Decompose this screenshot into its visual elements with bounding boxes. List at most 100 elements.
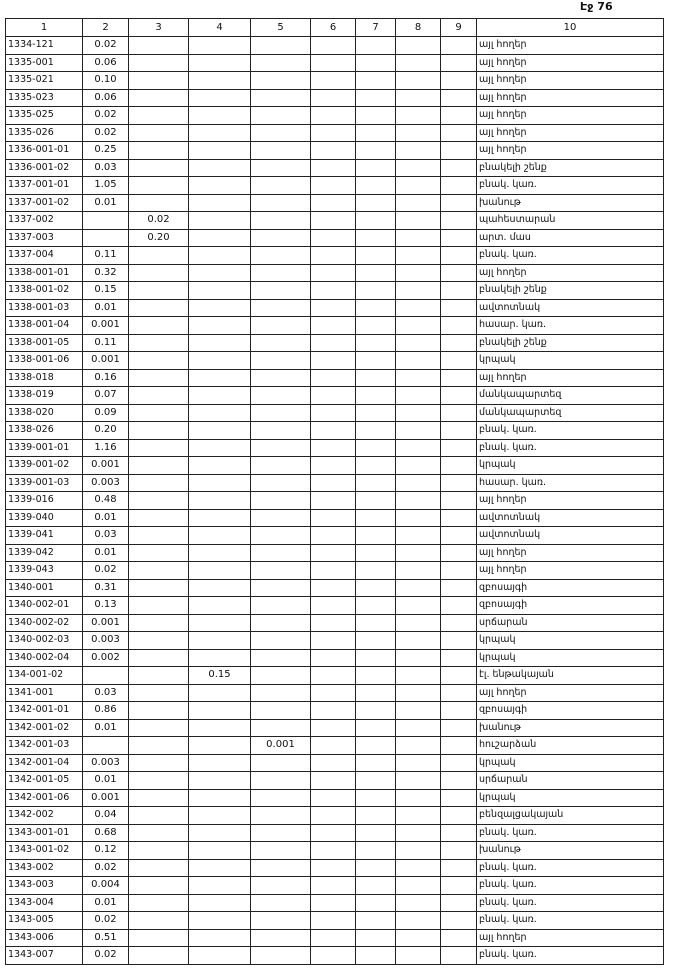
table-cell: 1338-018: [5, 368, 83, 387]
table-cell: [250, 561, 311, 580]
table-cell: [310, 106, 356, 125]
table-row: 1343-004 0.01 բնակ. կառ.: [5, 893, 664, 912]
table-cell: [128, 386, 189, 405]
table-cell: [310, 263, 356, 282]
table-cell: [188, 141, 251, 160]
table-row: 1335-026 0.02 այլ հողեր: [5, 123, 664, 142]
table-row: 1342-001-05 0.01 սրճարան: [5, 771, 664, 790]
table-cell: [250, 141, 311, 160]
table-cell: 0.003: [82, 631, 129, 650]
table-row: 1343-006 0.51 այլ հողեր: [5, 928, 664, 947]
table-cell: այլ հողեր: [476, 106, 664, 125]
table-cell: [395, 946, 441, 965]
table-cell: [128, 403, 189, 422]
table-cell: [395, 876, 441, 895]
table-cell: [395, 788, 441, 807]
table-cell: ավտոտնակ: [476, 508, 664, 527]
table-cell: [128, 823, 189, 842]
table-cell: 0.01: [82, 893, 129, 912]
table-cell: [128, 246, 189, 265]
table-cell: 0.001: [82, 788, 129, 807]
table-cell: [395, 858, 441, 877]
table-cell: [310, 491, 356, 510]
table-cell: [128, 578, 189, 597]
table-cell: [250, 298, 311, 317]
table-cell: [440, 561, 477, 580]
table-cell: [128, 281, 189, 300]
table-row: 1339-001-03 0.003 հասար. կառ.: [5, 473, 664, 492]
table-cell: այլ հողեր: [476, 263, 664, 282]
table-cell: [395, 893, 441, 912]
table-cell: 1342-001-02: [5, 718, 83, 737]
table-cell: [188, 106, 251, 125]
table-cell: 1342-001-04: [5, 753, 83, 772]
table-cell: 1343-005: [5, 911, 83, 930]
table-cell: [310, 683, 356, 702]
table-cell: [310, 718, 356, 737]
table-cell: խանութ: [476, 841, 664, 860]
table-cell: [395, 806, 441, 825]
table-cell: [250, 946, 311, 965]
table-cell: 0.02: [82, 36, 129, 55]
table-cell: [440, 858, 477, 877]
table-cell: [128, 631, 189, 650]
table-cell: [250, 771, 311, 790]
table-cell: [128, 176, 189, 195]
table-cell: [310, 526, 356, 545]
table-cell: [310, 911, 356, 930]
table-cell: [440, 753, 477, 772]
table-cell: [440, 578, 477, 597]
table-cell: [440, 368, 477, 387]
table-cell: [128, 88, 189, 107]
table-cell: [128, 263, 189, 282]
table-cell: [440, 911, 477, 930]
table-cell: [250, 386, 311, 405]
table-cell: [188, 386, 251, 405]
table-cell: [395, 508, 441, 527]
table-cell: [128, 876, 189, 895]
table-cell: [250, 421, 311, 440]
table-cell: [395, 53, 441, 72]
table-cell: [440, 771, 477, 790]
table-cell: [310, 928, 356, 947]
table-row: 1338-001-06 0.001 կրպակ: [5, 351, 664, 370]
table-cell: բնակ. կառ.: [476, 176, 664, 195]
table-row: 1338-019 0.07 մանկապարտեզ: [5, 386, 664, 405]
table-cell: [188, 71, 251, 90]
column-header: 7: [355, 18, 396, 37]
table-cell: 0.003: [82, 753, 129, 772]
table-row: 1342-001-04 0.003 կրպակ: [5, 753, 664, 772]
table-cell: 0.01: [82, 193, 129, 212]
table-cell: [128, 298, 189, 317]
table-cell: [188, 771, 251, 790]
table-cell: [355, 718, 396, 737]
table-cell: 0.003: [82, 473, 129, 492]
table-cell: [250, 788, 311, 807]
table-cell: 0.02: [82, 946, 129, 965]
table-cell: [310, 228, 356, 247]
table-cell: [355, 876, 396, 895]
table-cell: բնակելի շենք: [476, 281, 664, 300]
table-cell: [310, 543, 356, 562]
table-cell: [395, 141, 441, 160]
table-cell: [395, 596, 441, 615]
table-cell: [310, 141, 356, 160]
table-row: 1343-003 0.004 բնակ. կառ.: [5, 876, 664, 895]
table-cell: 134-001-02: [5, 666, 83, 685]
table-cell: [250, 351, 311, 370]
table-cell: [355, 53, 396, 72]
table-cell: [250, 71, 311, 90]
table-cell: [355, 543, 396, 562]
table-cell: [188, 928, 251, 947]
table-row: 1335-001 0.06 այլ հողեր: [5, 53, 664, 72]
table-row: 1337-003 0.20 արտ. մաս: [5, 228, 664, 247]
table-cell: [250, 106, 311, 125]
table-cell: 0.68: [82, 823, 129, 842]
table-cell: այլ հողեր: [476, 683, 664, 702]
page-label: Էջ 76: [580, 0, 613, 13]
table-cell: մանկապարտեզ: [476, 386, 664, 405]
table-cell: [355, 176, 396, 195]
table-cell: [250, 893, 311, 912]
table-row: 1340-002-03 0.003 կրպակ: [5, 631, 664, 650]
column-header: 4: [188, 18, 251, 37]
